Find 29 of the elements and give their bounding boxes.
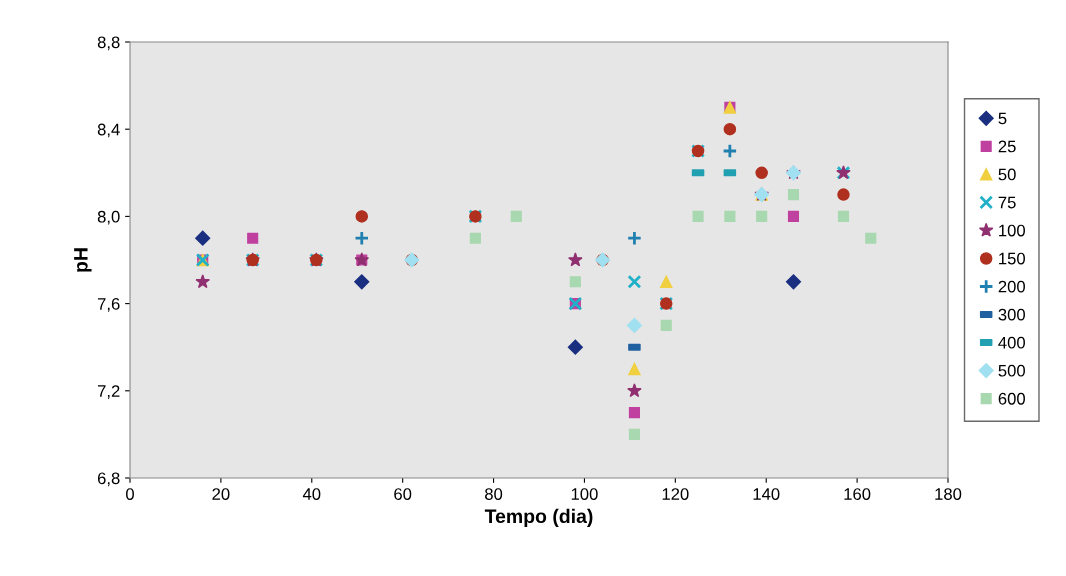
legend-label: 300 — [998, 308, 1025, 321]
y-tick-label: 8,0 — [97, 210, 120, 225]
legend-label: 50 — [998, 168, 1016, 181]
y-tick-label: 8,4 — [97, 123, 120, 138]
x-axis-title: Tempo (dia) — [484, 508, 593, 527]
legend-label: 150 — [999, 252, 1025, 265]
legend-label: 75 — [998, 196, 1016, 209]
y-tick-label: 7,2 — [97, 385, 120, 399]
legend-label: 5 — [998, 112, 1007, 125]
legend-label: 100 — [999, 224, 1025, 237]
y-tick-label: 8,8 — [97, 36, 120, 51]
x-tick-label: 0 — [126, 488, 134, 500]
y-tick-label: 7,6 — [97, 298, 120, 312]
x-tick-label: 180 — [935, 488, 962, 500]
legend-label: 500 — [998, 364, 1025, 377]
x-tick-label: 160 — [844, 488, 871, 500]
x-tick-label: 60 — [394, 488, 412, 500]
x-tick-label: 100 — [571, 488, 598, 500]
legend-label: 600 — [998, 392, 1025, 405]
legend-label: 200 — [998, 280, 1025, 293]
legend-label: 400 — [998, 336, 1025, 349]
y-axis-title: pH — [74, 248, 92, 272]
legend-label: 25 — [998, 140, 1016, 153]
x-tick-label: 140 — [753, 488, 780, 500]
x-tick-label: 120 — [662, 488, 689, 500]
x-tick-label: 40 — [302, 488, 321, 500]
y-tick-label: 6,8 — [97, 472, 120, 487]
x-tick-label: 20 — [212, 488, 230, 500]
x-tick-label: 80 — [485, 488, 503, 500]
